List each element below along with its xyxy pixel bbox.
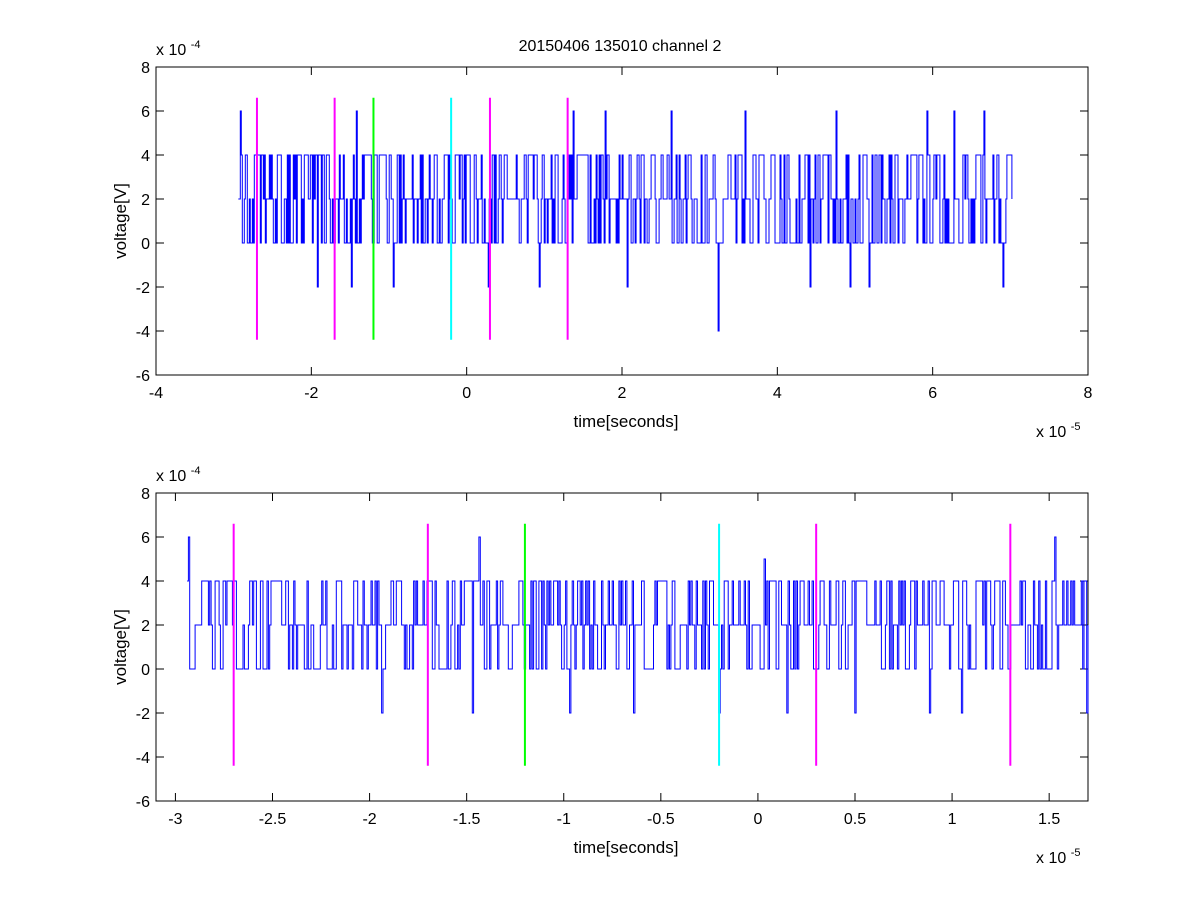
x-tick-label: -2 xyxy=(304,385,318,402)
y-tick-label: 8 xyxy=(141,60,150,77)
subplot-1: -4 -2 0 2 4 6 8-6-4-202468time[seconds]voltage… xyxy=(111,39,1093,441)
x-tick-label: 0 xyxy=(462,385,471,402)
y-tick-label: -4 xyxy=(136,750,150,767)
x-tick-label: -2 xyxy=(362,811,376,828)
x-tick-label: 0.5 xyxy=(844,811,866,828)
y-axis-label: voltage[V] xyxy=(111,183,130,259)
y-tick-label: 8 xyxy=(141,486,150,503)
y-tick-label: 2 xyxy=(141,192,150,209)
x-axis-label: time[seconds] xyxy=(574,838,679,857)
y-tick-label: 4 xyxy=(141,574,150,591)
x-tick-label: 1.5 xyxy=(1038,811,1060,828)
y-tick-label: -4 xyxy=(136,324,150,341)
y-tick-label: 4 xyxy=(141,148,150,165)
y-tick-label: -6 xyxy=(136,794,150,811)
x-tick-label: -1.5 xyxy=(453,811,481,828)
y-tick-label: -2 xyxy=(136,706,150,723)
x-exponent-label: x 10 -5 xyxy=(1036,421,1080,441)
x-tick-label: -1 xyxy=(557,811,571,828)
y-exponent-superscript: -4 xyxy=(191,465,201,477)
x-tick-label: 1 xyxy=(948,811,957,828)
x-tick-label: 2 xyxy=(618,385,627,402)
x-exponent-label: x 10 -5 xyxy=(1036,847,1080,867)
x-tick-label: -0.5 xyxy=(647,811,675,828)
x-tick-label: 4 xyxy=(773,385,782,402)
y-tick-label: -2 xyxy=(136,280,150,297)
x-tick-label: -4 xyxy=(149,385,163,402)
signal-series xyxy=(238,110,1013,332)
y-exponent-superscript: -4 xyxy=(191,39,201,51)
x-tick-label: -2.5 xyxy=(259,811,287,828)
subplot-2: -3 -2.5 -2 -1.5 -1 -0.5 0 0.5 1 1.5 -6 -4 -2 0 2 4 6 8 tim… xyxy=(111,465,1089,867)
y-tick-label: 2 xyxy=(141,618,150,635)
y-tick-label: 0 xyxy=(141,662,150,679)
x-tick-label: 6 xyxy=(928,385,937,402)
x-tick-label: 0 xyxy=(753,811,762,828)
x-exponent-superscript: -5 xyxy=(1071,421,1081,433)
y-axis-label: voltage[V] xyxy=(111,609,130,685)
signal-series xyxy=(187,536,1089,714)
y-exponent-label: x 10 -4 xyxy=(156,39,200,59)
figure-title: 20150406 135010 channel 2 xyxy=(519,38,722,55)
x-tick-label: 8 xyxy=(1084,385,1093,402)
y-tick-label: 6 xyxy=(141,104,150,121)
y-tick-label: -6 xyxy=(136,368,150,385)
y-exponent-label: x 10 -4 xyxy=(156,465,200,485)
y-tick-label: 6 xyxy=(141,530,150,547)
x-axis-label: time[seconds] xyxy=(574,412,679,431)
y-tick-label: 0 xyxy=(141,236,150,253)
x-exponent-superscript: -5 xyxy=(1071,847,1081,859)
x-tick-label: -3 xyxy=(168,811,182,828)
